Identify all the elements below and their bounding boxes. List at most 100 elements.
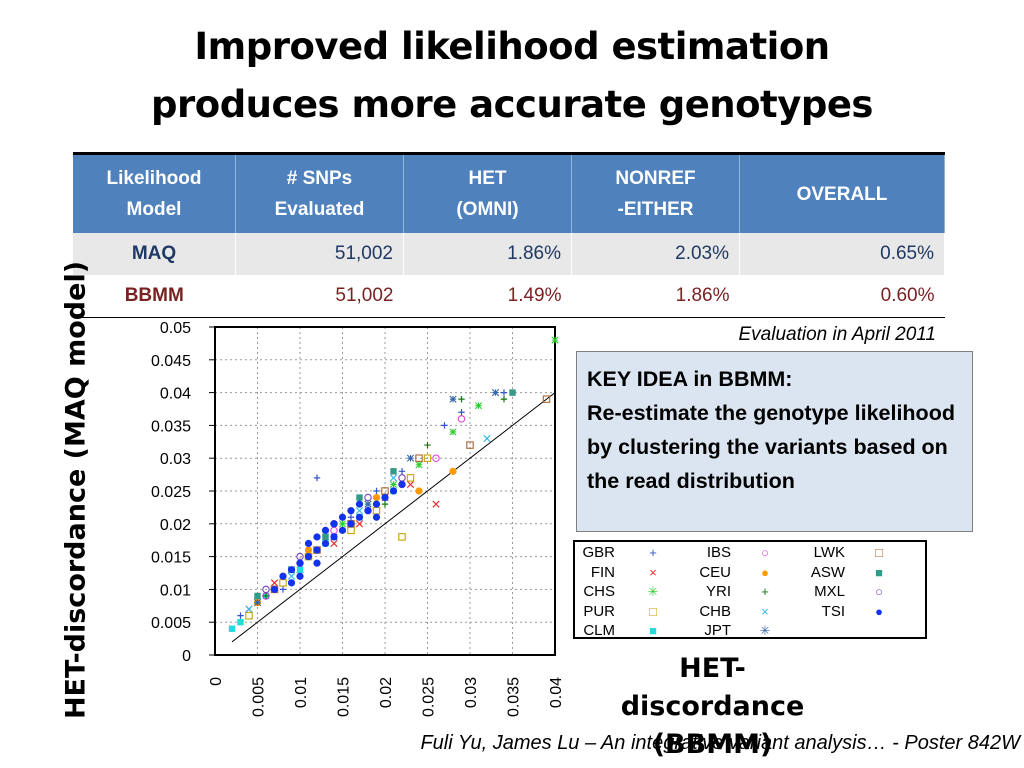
data-point-ibs bbox=[457, 415, 466, 423]
data-point-chs bbox=[389, 480, 398, 489]
table-row-bbmm: BBMM 51,002 1.49% 1.86% 0.60% bbox=[73, 275, 945, 318]
data-point-fin bbox=[406, 480, 415, 489]
legend-marker-icon: □ bbox=[649, 603, 657, 619]
cell-snps: 51,002 bbox=[235, 275, 404, 318]
legend-item-chs: CHS ✳ bbox=[579, 582, 661, 601]
data-point-tsi bbox=[372, 513, 381, 521]
cell-model: MAQ bbox=[73, 233, 236, 275]
legend-marker-icon: □ bbox=[875, 545, 883, 560]
data-point-asw bbox=[509, 389, 516, 396]
legend-item-chb: CHB × bbox=[687, 602, 773, 621]
x-tick-label: 0.025 bbox=[421, 677, 438, 717]
legend-item-lwk: LWK □ bbox=[799, 543, 887, 562]
data-point-gbr bbox=[347, 514, 355, 521]
title-line-1: Improved likelihood estimation bbox=[194, 25, 830, 68]
data-point-clm bbox=[296, 566, 304, 573]
data-point-yri bbox=[500, 395, 508, 403]
data-point-ceu bbox=[304, 546, 313, 554]
x-tick-label: 0.04 bbox=[548, 677, 565, 708]
table-header-row: Likelihood Model # SNPs Evaluated HET (OMNI… bbox=[73, 153, 945, 233]
legend-item-asw: ASW ■ bbox=[799, 563, 887, 582]
legend-item-ibs: IBS ○ bbox=[687, 543, 773, 562]
data-point-tsi bbox=[381, 493, 389, 502]
data-point-gbr bbox=[373, 487, 380, 495]
data-point-tsi bbox=[330, 520, 338, 528]
data-point-gbr bbox=[500, 389, 508, 396]
data-point-chb bbox=[483, 434, 491, 443]
legend-marker-icon: ● bbox=[761, 564, 769, 580]
key-idea-box: KEY IDEA in BBMM: Re-estimate the genoty… bbox=[576, 351, 973, 532]
data-point-tsi bbox=[270, 585, 279, 594]
x-axis-label: HET-discordance (BBMM) bbox=[620, 653, 805, 760]
data-point-jpt bbox=[449, 395, 457, 403]
data-point-chs bbox=[449, 428, 457, 436]
data-point-tsi bbox=[389, 487, 398, 495]
data-point-lwk bbox=[466, 441, 474, 449]
legend-item-gbr: GBR + bbox=[579, 543, 661, 562]
data-point-pur bbox=[245, 611, 253, 620]
cell-nonref: 1.86% bbox=[571, 275, 740, 318]
x-tick-label: 0.01 bbox=[293, 677, 310, 708]
cell-model: BBMM bbox=[73, 275, 236, 318]
data-point-chs bbox=[474, 402, 483, 410]
y-tick-label: 0.035 bbox=[151, 418, 191, 435]
y-tick-label: 0.025 bbox=[151, 484, 191, 501]
data-point-lwk bbox=[542, 395, 551, 403]
legend-item-mxl: MXL ○ bbox=[799, 582, 887, 601]
legend-marker-icon: × bbox=[761, 603, 769, 619]
header-nonref-either: NONREF -EITHER bbox=[571, 153, 740, 233]
table-row-maq: MAQ 51,002 1.86% 2.03% 0.65% bbox=[73, 233, 945, 275]
data-point-fin bbox=[355, 520, 364, 528]
legend-item-jpt: JPT ✳ bbox=[687, 621, 773, 640]
data-point-jpt bbox=[491, 389, 500, 397]
header-likelihood-model: Likelihood Model bbox=[73, 153, 236, 233]
legend-marker-icon: ✳ bbox=[759, 623, 771, 638]
data-point-pur bbox=[398, 533, 406, 541]
data-point-chs bbox=[338, 520, 347, 528]
legend-item-clm: CLM ■ bbox=[579, 621, 661, 640]
data-point-jpt bbox=[406, 454, 415, 462]
data-point-fin bbox=[330, 539, 338, 548]
data-point-tsi bbox=[313, 546, 321, 554]
legend-label: IBS bbox=[706, 544, 731, 561]
data-point-tsi bbox=[287, 579, 296, 587]
data-point-ceu bbox=[449, 467, 457, 475]
legend-label: ASW bbox=[810, 563, 845, 581]
x-tick-label: 0 bbox=[208, 677, 225, 686]
legend-marker-icon: ■ bbox=[649, 623, 657, 638]
data-point-tsi bbox=[296, 559, 304, 567]
data-point-clm bbox=[237, 619, 244, 626]
key-idea-heading: KEY IDEA in BBMM: bbox=[587, 367, 793, 391]
data-point-asw bbox=[254, 592, 261, 600]
data-point-yri bbox=[381, 500, 389, 508]
legend-label: LWK bbox=[813, 544, 845, 561]
data-point-tsi bbox=[321, 526, 330, 534]
data-point-tsi bbox=[338, 526, 347, 534]
legend-label: CHS bbox=[583, 583, 615, 600]
data-point-gbr bbox=[279, 586, 287, 593]
data-point-tsi bbox=[398, 480, 406, 489]
data-point-tsi bbox=[304, 539, 313, 548]
reference-line bbox=[231, 392, 556, 643]
data-point-jpt bbox=[253, 598, 262, 607]
legend-label: CEU bbox=[699, 563, 731, 581]
data-point-chb bbox=[389, 474, 398, 482]
data-point-tsi bbox=[304, 553, 313, 561]
x-tick-label: 0.005 bbox=[251, 677, 268, 717]
evaluation-note: Evaluation in April 2011 bbox=[738, 324, 936, 345]
data-point-chs bbox=[551, 336, 559, 344]
cell-het: 1.86% bbox=[403, 233, 572, 275]
data-point-chb bbox=[245, 605, 253, 613]
data-point-tsi bbox=[296, 572, 304, 580]
title-line-2: produces more accurate genotypes bbox=[151, 83, 873, 126]
data-point-yri bbox=[458, 395, 465, 403]
data-point-ceu bbox=[415, 487, 423, 495]
cell-snps: 51,002 bbox=[235, 233, 404, 275]
header-snps-evaluated: # SNPs Evaluated bbox=[235, 153, 404, 233]
data-point-fin bbox=[270, 579, 279, 587]
x-tick-label: 0.015 bbox=[336, 677, 353, 717]
data-point-tsi bbox=[313, 533, 321, 541]
data-point-pur bbox=[406, 474, 415, 482]
cell-nonref: 2.03% bbox=[571, 233, 740, 275]
header-overall: OVERALL bbox=[739, 153, 945, 233]
